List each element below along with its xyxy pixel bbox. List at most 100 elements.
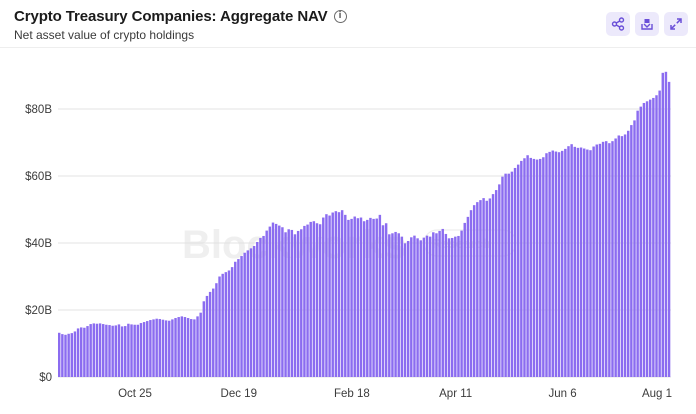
bar[interactable] [146,321,149,377]
bar[interactable] [623,134,627,377]
bar[interactable] [604,141,608,377]
bar[interactable] [262,235,265,377]
bar[interactable] [127,323,130,377]
bar[interactable] [397,233,400,377]
bar[interactable] [227,270,231,377]
bar[interactable] [567,146,570,377]
bar[interactable] [406,240,410,377]
bar[interactable] [630,125,633,377]
bar[interactable] [193,319,196,377]
bar[interactable] [252,246,256,377]
bar[interactable] [620,136,624,377]
bar[interactable] [328,215,331,377]
bar[interactable] [400,236,404,377]
bar[interactable] [633,120,636,377]
bar[interactable] [652,97,655,377]
bar[interactable] [648,99,652,378]
bar[interactable] [205,295,209,377]
bar[interactable] [655,95,658,377]
bar[interactable] [592,146,595,377]
bar[interactable] [457,235,460,377]
bar[interactable] [579,147,583,377]
bar[interactable] [337,212,341,377]
bar[interactable] [472,205,476,377]
bar[interactable] [664,71,668,377]
bar[interactable] [325,214,328,377]
bar[interactable] [488,198,492,377]
bar[interactable] [454,236,457,377]
bar[interactable] [293,234,297,377]
bar[interactable] [315,223,319,377]
bar[interactable] [246,250,250,377]
bar[interactable] [658,90,661,377]
bar[interactable] [350,218,353,377]
bar[interactable] [274,223,278,377]
bar[interactable] [202,301,206,377]
bar[interactable] [108,325,111,377]
bar[interactable] [535,159,539,377]
bar[interactable] [161,319,165,377]
bar[interactable] [661,72,665,377]
bar[interactable] [347,219,350,377]
bar[interactable] [564,148,567,377]
bar[interactable] [570,144,573,377]
bar[interactable] [582,148,586,377]
bar[interactable] [428,236,432,377]
bar[interactable] [259,237,262,377]
bar[interactable] [532,158,536,377]
bar[interactable] [287,229,290,377]
bar[interactable] [309,221,312,377]
bar[interactable] [139,323,143,377]
bar[interactable] [388,234,391,377]
bar[interactable] [375,218,378,377]
bar[interactable] [391,233,394,377]
bar[interactable] [221,273,224,377]
bar[interactable] [265,230,268,377]
bar[interactable] [86,326,89,377]
bar[interactable] [419,240,422,377]
bar[interactable] [560,150,564,377]
bar[interactable] [611,141,614,377]
bar[interactable] [614,138,617,377]
bar[interactable] [212,288,215,377]
bar[interactable] [61,334,64,377]
bar[interactable] [105,324,108,377]
bar[interactable] [190,319,193,377]
bar[interactable] [479,200,482,377]
bar[interactable] [520,160,523,377]
expand-button[interactable] [664,12,688,36]
bar[interactable] [450,237,454,377]
bar[interactable] [353,216,356,377]
bar[interactable] [271,222,275,377]
bar[interactable] [369,217,372,378]
bar[interactable] [208,291,212,377]
bar[interactable] [240,256,243,377]
bar[interactable] [542,157,545,377]
bar[interactable] [626,130,630,377]
bar[interactable] [98,323,102,377]
bar[interactable] [441,228,444,377]
bar[interactable] [303,225,306,377]
share-button[interactable] [606,12,630,36]
bar[interactable] [586,149,589,377]
bar[interactable] [576,147,580,377]
bar[interactable] [114,325,118,377]
bar[interactable] [243,252,246,377]
bar[interactable] [130,324,133,377]
bar[interactable] [372,218,375,377]
bar[interactable] [80,327,83,377]
bar[interactable] [504,173,507,377]
bar[interactable] [230,267,234,377]
bar[interactable] [645,101,649,378]
bar[interactable] [507,173,510,377]
bar[interactable] [340,210,344,377]
bar[interactable] [598,143,602,377]
bar[interactable] [92,323,96,377]
bar[interactable] [362,221,366,377]
bar[interactable] [447,238,451,377]
bar[interactable] [432,232,435,377]
bar[interactable] [237,259,240,377]
bar[interactable] [642,102,646,377]
bar[interactable] [70,333,74,377]
bar[interactable] [403,243,407,377]
